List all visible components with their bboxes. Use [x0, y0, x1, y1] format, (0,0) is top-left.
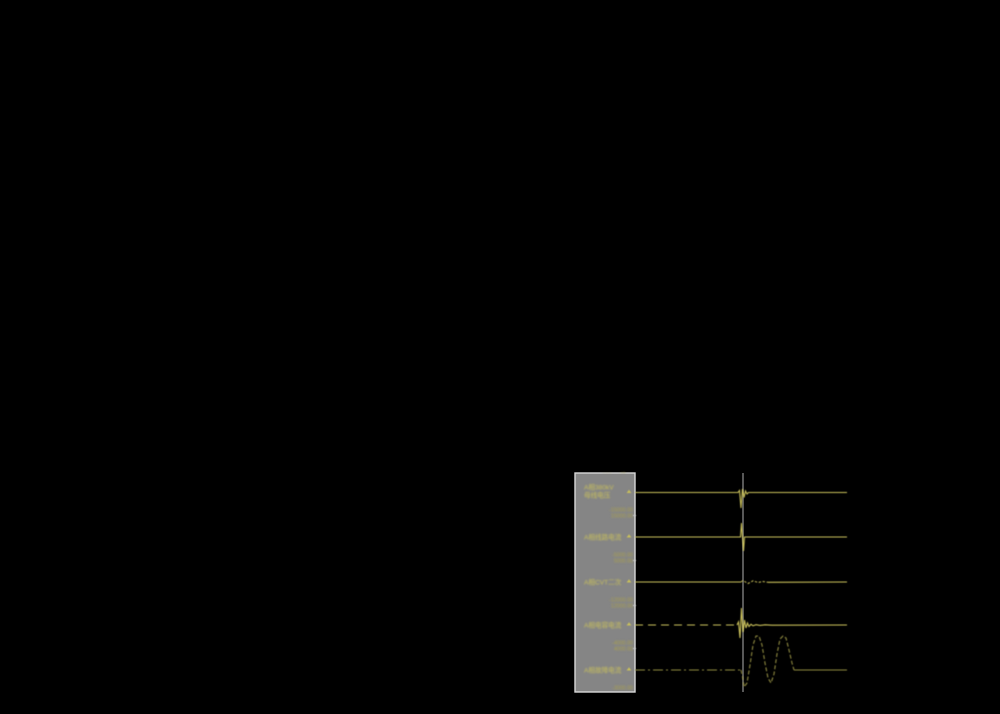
svg-text:4000.00: 4000.00 — [614, 647, 633, 653]
svg-text:-3000.00: -3000.00 — [612, 686, 633, 692]
svg-text:12000.00: 12000.00 — [611, 604, 633, 610]
svg-text:A相CVT二次: A相CVT二次 — [584, 578, 622, 587]
svg-text:5000.00: 5000.00 — [614, 559, 633, 565]
svg-text:A相线路电流: A相线路电流 — [584, 533, 622, 542]
svg-text:母线电压: 母线电压 — [584, 491, 611, 500]
svg-text:A相故障电流: A相故障电流 — [584, 666, 622, 675]
svg-text:15000.00: 15000.00 — [611, 514, 633, 520]
svg-text:A相380kV: A相380kV — [584, 483, 614, 492]
svg-text:A相电容电流: A相电容电流 — [584, 621, 622, 630]
